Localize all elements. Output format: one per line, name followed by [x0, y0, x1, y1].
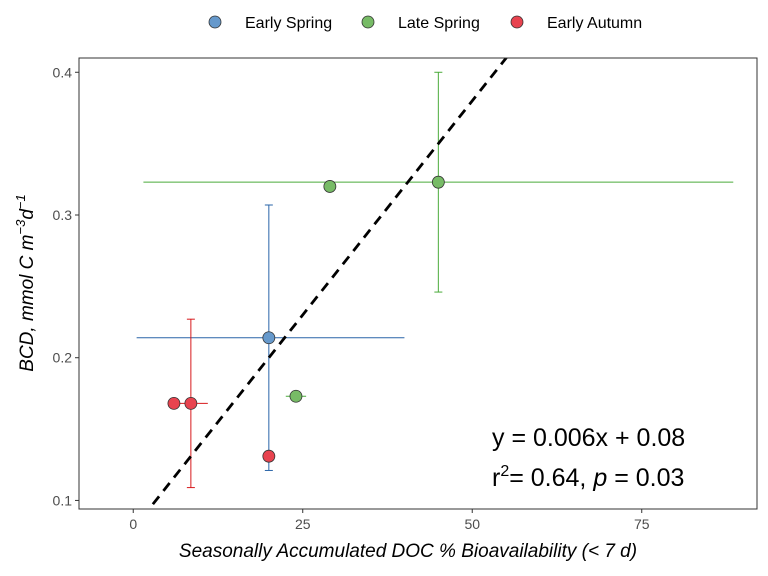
y-tick-label: 0.4: [53, 64, 73, 80]
plot-panel: [79, 58, 757, 509]
data-point: [289, 389, 303, 403]
legend-item: Early Autumn: [510, 15, 642, 32]
data-point: [167, 396, 181, 410]
y-tick-label: 0.1: [53, 492, 73, 508]
legend-label: Early Autumn: [547, 15, 642, 32]
legend-label: Late Spring: [398, 15, 480, 32]
data-point: [262, 331, 276, 345]
r-squared-symbol: r: [492, 464, 500, 492]
legend-marker: [361, 15, 375, 29]
x-axis-ticks: 0 25 50 75: [129, 509, 650, 532]
equation-line-1: y = 0.006x + 0.08: [492, 424, 685, 452]
y-axis-title-main: BCD, mmol C m: [17, 235, 38, 372]
data-points: [167, 175, 445, 463]
data-point: [184, 396, 198, 410]
p-value: = 0.03: [607, 464, 684, 492]
legend-item: Late Spring: [361, 15, 480, 32]
x-axis-title: Seasonally Accumulated DOC % Bioavailabi…: [179, 541, 637, 562]
legend-marker: [208, 15, 222, 29]
y-tick-label: 0.2: [53, 350, 73, 366]
data-point: [431, 175, 445, 189]
equation-line-2: r2= 0.64, p = 0.03: [492, 463, 684, 492]
y-axis-title-exp2: −1: [13, 194, 28, 209]
legend-label: Early Spring: [245, 15, 332, 32]
plot-panel-border: [78, 57, 758, 510]
legend-item: Early Spring: [208, 15, 332, 32]
legend-marker: [510, 15, 524, 29]
y-tick-label: 0.3: [53, 207, 73, 223]
y-axis-title: BCD, mmol C m−3d−1: [13, 194, 38, 371]
y-axis-title-mid: d: [17, 208, 38, 220]
regression-line-group: [147, 58, 508, 509]
data-point: [323, 180, 337, 193]
regression-line: [147, 58, 508, 509]
r-squared-value: = 0.64,: [509, 464, 593, 492]
x-tick-label: 75: [634, 516, 650, 532]
y-axis-ticks: 0.1 0.2 0.3 0.4: [53, 64, 79, 508]
data-point: [262, 449, 276, 463]
x-tick-label: 0: [129, 516, 137, 532]
y-axis-title-exp1: −3: [13, 219, 28, 235]
legend: Early Spring Late Spring Early Autumn: [208, 15, 642, 32]
r-squared-sup: 2: [500, 463, 509, 480]
x-tick-label: 25: [295, 516, 311, 532]
p-symbol: p: [592, 464, 607, 492]
x-tick-label: 50: [464, 516, 480, 532]
